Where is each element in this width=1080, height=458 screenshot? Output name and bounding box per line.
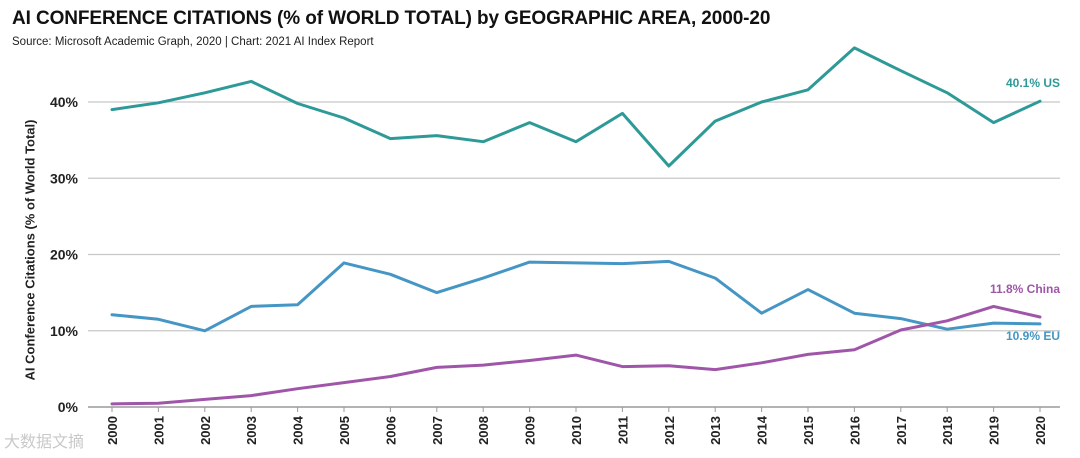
x-tick-label: 2002 [198,416,213,445]
chart-source: Source: Microsoft Academic Graph, 2020 |… [12,36,374,48]
x-tick-label: 2005 [337,416,352,445]
series-line-us [110,46,1042,168]
y-tick-label: 10% [50,323,79,339]
series-end-labels: 40.1% US 10.9% EU 11.8% China [990,76,1060,343]
y-tick-label: 40% [50,94,79,110]
x-tick-label: 2000 [105,416,120,445]
x-tick-label: 2018 [940,416,955,445]
x-tick-label: 2015 [801,416,816,445]
y-tick-label: 0% [58,399,79,415]
x-tick-label: 2013 [708,416,723,445]
series-label-china: 11.8% China [990,282,1060,296]
series-line-china [110,304,1042,406]
x-tick-label: 2014 [755,415,770,445]
x-tick-label: 2003 [244,416,259,445]
x-tick-label: 2019 [987,416,1002,445]
series-label-us: 40.1% US [1006,76,1060,90]
x-tick-label: 2006 [383,416,398,445]
chart-title: AI CONFERENCE CITATIONS (% of WORLD TOTA… [12,8,771,29]
x-tick-label: 2020 [1033,416,1048,445]
x-tick-label: 2008 [476,416,491,445]
x-tick-label: 2009 [523,416,538,445]
x-tick-label: 2011 [615,416,630,444]
x-tick-label: 2012 [662,416,677,445]
y-ticks: 0% 10% 20% 30% 40% [50,94,79,415]
series-label-eu: 10.9% EU [1006,329,1060,343]
y-tick-label: 30% [50,170,79,186]
x-tick-label: 2001 [151,416,166,445]
gridlines [88,101,1060,412]
x-tick-label: 2017 [894,416,909,445]
x-tick-label: 2016 [847,416,862,445]
x-tick-label: 2007 [430,416,445,445]
x-tick-label: 2004 [291,415,306,445]
watermark: 大数据文摘 [4,434,85,451]
x-tick-label: 2010 [569,416,584,445]
series-lines [110,46,1042,406]
y-tick-label: 20% [50,247,79,263]
series-line-eu [110,259,1042,333]
x-ticks: 2000 2001 2002 2003 2004 2005 2006 2007 2008 2009… [105,415,1048,445]
